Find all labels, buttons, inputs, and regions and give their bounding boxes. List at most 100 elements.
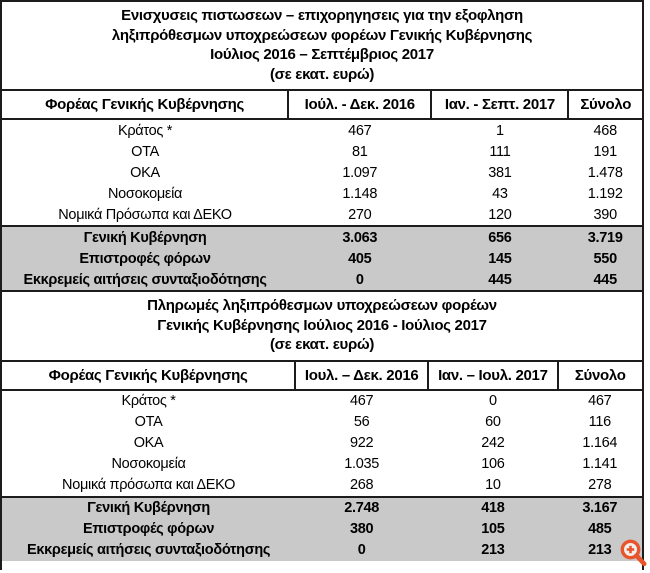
- title-line: (σε εκατ. ευρώ): [269, 65, 375, 83]
- table-row: Κράτος * 467 1 468: [2, 119, 642, 141]
- table-title: Ενισχυσεις πιστωσεων – επιχορηγησεις για…: [2, 2, 642, 91]
- value-cell: 405: [288, 248, 432, 269]
- value-cell: 145: [431, 248, 569, 269]
- value-cell: 56: [353, 414, 370, 430]
- table-title-row: Πληρωμές ληξιπρόθεσμων υποχρεώσεων φορέω…: [2, 292, 642, 362]
- value-cell: 485: [557, 518, 642, 540]
- value-cell: 1.164: [582, 435, 618, 451]
- column-header-period2: Ιαν. - Σεπτ. 2017: [430, 90, 569, 120]
- title-line: ληξιπρόθεσμων υποχρεώσεων φορέων Γενικής…: [111, 26, 533, 44]
- value-cell: 0: [295, 539, 429, 561]
- value-cell: 81: [351, 143, 368, 160]
- row-label: Νοσοκομεία: [107, 185, 183, 202]
- table-title-row: Ενισχυσεις πιστωσεων – επιχορηγησεις για…: [2, 2, 642, 91]
- row-label: Εκκρεμείς αιτήσεις συνταξιοδότησης: [2, 539, 296, 561]
- column-header-total: Σύνολο: [567, 90, 642, 120]
- value-cell: 1.097: [342, 164, 378, 181]
- title-line: Γενικής Κυβέρνησης Ιούλιος 2016 - Ιούλιο…: [157, 316, 487, 334]
- value-cell: 106: [481, 456, 505, 472]
- value-cell: 550: [568, 248, 642, 269]
- total-row: Γενική Κυβέρνηση 2.748 418 3.167: [2, 495, 642, 519]
- value-cell: 0: [488, 393, 497, 409]
- row-label: ΟΤΑ: [131, 143, 159, 160]
- table-row: ΟΤΑ 81 111 191: [2, 141, 642, 162]
- value-cell: 445: [568, 269, 642, 292]
- column-header-period1: Ιούλ. - Δεκ. 2016: [287, 90, 432, 120]
- value-cell: 2.748: [295, 495, 429, 519]
- value-cell: 467: [350, 393, 374, 409]
- value-cell: 10: [485, 477, 501, 493]
- title-line: Ιούλιος 2016 – Σεπτέμβριος 2017: [210, 46, 434, 63]
- row-label: Γενική Κυβέρνηση: [2, 495, 296, 519]
- value-cell: 3.167: [557, 495, 642, 519]
- value-cell: 922: [350, 435, 374, 451]
- table-row: ΟΚΑ 1.097 381 1.478: [2, 162, 642, 183]
- table-row: Νοσοκομεία 1.148 43 1.192: [2, 183, 642, 204]
- value-cell: 3.063: [288, 225, 432, 248]
- title-line: (σε εκατ. ευρώ): [269, 336, 375, 353]
- value-cell: 390: [593, 206, 618, 223]
- value-cell: 213: [428, 539, 558, 561]
- value-cell: 467: [588, 393, 612, 409]
- table-row: Κράτος * 467 0 467: [2, 390, 642, 412]
- table-row: ΟΤΑ 56 60 116: [2, 412, 642, 433]
- value-cell: 467: [348, 122, 372, 139]
- value-cell: 1.192: [587, 185, 623, 202]
- row-label: Κράτος *: [121, 393, 176, 409]
- value-cell: 1.478: [587, 164, 623, 181]
- title-line: Πληρωμές ληξιπρόθεσμων υποχρεώσεων φορέω…: [147, 297, 497, 314]
- table-row: Νοσοκομεία 1.035 106 1.141: [2, 454, 642, 475]
- value-cell: 43: [492, 185, 508, 202]
- table-row: ΟΚΑ 922 242 1.164: [2, 433, 642, 454]
- value-cell: 242: [481, 435, 505, 451]
- column-header-entity: Φορέας Γενικής Κυβέρνησης: [2, 90, 289, 120]
- row-label: Κράτος *: [117, 122, 173, 139]
- header-row: Φορέας Γενικής Κυβέρνησης Ιούλ. - Δεκ. 2…: [2, 90, 642, 120]
- value-cell: 0: [288, 269, 432, 292]
- row-label: Επιστροφές φόρων: [2, 518, 296, 540]
- zoom-in-icon[interactable]: [618, 538, 648, 568]
- value-cell: 380: [295, 518, 429, 540]
- value-cell: 3.719: [568, 225, 642, 248]
- value-cell: 1.148: [342, 185, 378, 202]
- value-cell: 1: [496, 122, 504, 139]
- value-cell: 656: [431, 225, 569, 248]
- row-label: Νομικά πρόσωπα και ΔΕΚΟ: [62, 477, 236, 493]
- column-header-period1: Ιουλ. – Δεκ. 2016: [294, 360, 429, 391]
- row-label: Γενική Κυβέρνηση: [2, 225, 289, 248]
- column-header-entity: Φορέας Γενικής Κυβέρνησης: [2, 360, 296, 391]
- value-cell: 60: [485, 414, 501, 430]
- row-label: ΟΚΑ: [130, 164, 160, 181]
- credits-subsidies-table: Ενισχυσεις πιστωσεων – επιχορηγησεις για…: [2, 2, 642, 292]
- row-label: Νομικά Πρόσωπα και ΔΕΚΟ: [58, 206, 232, 223]
- total-row: Γενική Κυβέρνηση 3.063 656 3.719: [2, 225, 642, 248]
- total-row: Επιστροφές φόρων 380 105 485: [2, 518, 642, 540]
- row-label: ΟΚΑ: [133, 435, 164, 451]
- header-row: Φορέας Γενικής Κυβέρνησης Ιουλ. – Δεκ. 2…: [2, 360, 642, 391]
- value-cell: 213: [557, 539, 642, 561]
- row-label: Εκκρεμείς αιτήσεις συνταξιοδότησης: [2, 269, 289, 292]
- value-cell: 105: [428, 518, 558, 540]
- column-header-total: Σύνολο: [556, 360, 642, 391]
- total-row: Εκκρεμείς αιτήσεις συνταξιοδότησης 0 445…: [2, 269, 642, 292]
- value-cell: 418: [428, 495, 558, 519]
- row-label: Επιστροφές φόρων: [2, 248, 289, 269]
- total-row: Εκκρεμείς αιτήσεις συνταξιοδότησης 0 213…: [2, 539, 642, 561]
- table-row: Νομικά πρόσωπα και ΔΕΚΟ 268 10 278: [2, 475, 642, 497]
- value-cell: 116: [588, 414, 612, 430]
- row-label: Νοσοκομεία: [111, 456, 186, 472]
- payments-table: Πληρωμές ληξιπρόθεσμων υποχρεώσεων φορέω…: [2, 292, 642, 561]
- value-cell: 120: [488, 206, 512, 223]
- value-cell: 381: [488, 164, 512, 181]
- magnifier-plus-icon: [620, 539, 647, 567]
- table-title: Πληρωμές ληξιπρόθεσμων υποχρεώσεων φορέω…: [2, 292, 642, 362]
- value-cell: 191: [593, 143, 618, 160]
- title-line: Ενισχυσεις πιστωσεων – επιχορηγησεις για…: [121, 7, 523, 24]
- value-cell: 111: [489, 143, 511, 160]
- value-cell: 445: [431, 269, 569, 292]
- value-cell: 1.035: [344, 456, 380, 472]
- value-cell: 468: [593, 122, 618, 139]
- value-cell: 1.141: [582, 456, 618, 472]
